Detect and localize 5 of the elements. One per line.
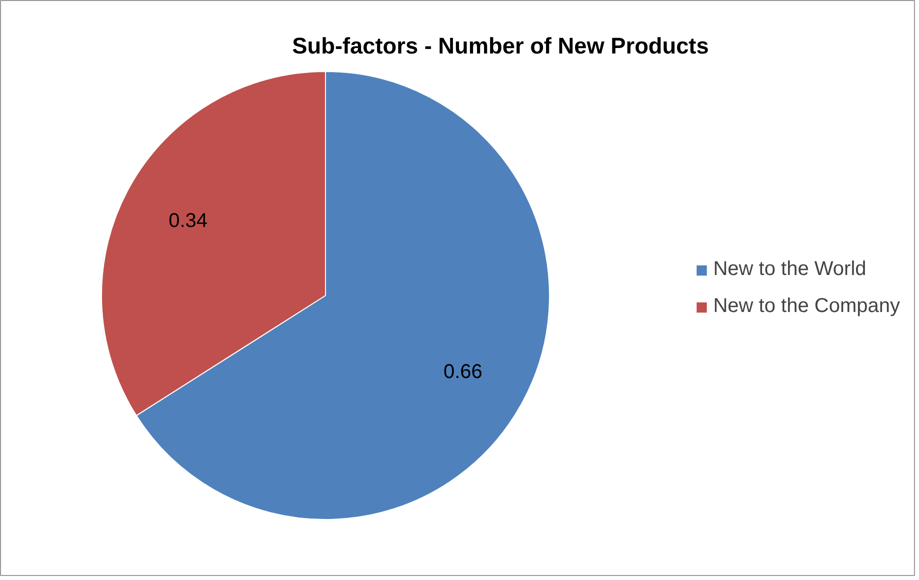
legend-label: New to the Company: [713, 295, 900, 318]
data-label: 0.34: [168, 210, 208, 232]
chart-title: Sub-factors - Number of New Products: [292, 32, 709, 58]
legend-label: New to the World: [713, 258, 866, 281]
data-label: 0.66: [443, 361, 482, 384]
